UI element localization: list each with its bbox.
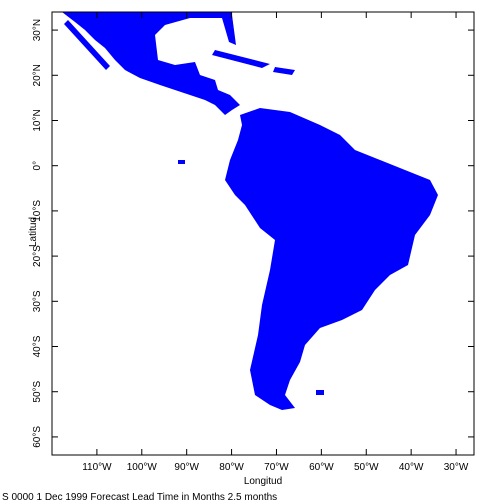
y-tick-label: 30°N xyxy=(32,19,43,41)
y-tick-label: 0° xyxy=(32,161,43,171)
baja-california xyxy=(64,20,110,70)
y-axis-label: Latitud xyxy=(28,217,39,247)
galapagos xyxy=(178,160,185,164)
y-tick-label: 60°S xyxy=(32,426,43,448)
x-axis-label: Longitud xyxy=(244,476,282,487)
x-tick-label: 70°W xyxy=(264,462,289,473)
y-tick-label: 30°S xyxy=(32,290,43,312)
falklands xyxy=(316,390,324,395)
y-tick-label: 20°N xyxy=(32,64,43,86)
x-tick-label: 100°W xyxy=(127,462,158,473)
caption: S 0000 1 Dec 1999 Forecast Lead Time in … xyxy=(2,492,277,503)
land xyxy=(62,12,438,410)
cuba xyxy=(212,50,270,68)
hispaniola xyxy=(273,67,295,75)
plot-frame xyxy=(51,11,475,456)
y-tick-label: 40°S xyxy=(32,335,43,357)
y-tick-label: 10°S xyxy=(32,200,43,222)
north-central-america xyxy=(62,12,240,115)
x-tick-label: 50°W xyxy=(354,462,379,473)
y-tick-label: 50°S xyxy=(32,380,43,402)
florida xyxy=(222,15,236,45)
x-tick-label: 60°W xyxy=(309,462,334,473)
x-tick-label: 80°W xyxy=(219,462,244,473)
y-tick-label: 20°S xyxy=(32,245,43,267)
x-tick-label: 90°W xyxy=(174,462,199,473)
x-tick-label: 30°W xyxy=(444,462,469,473)
y-tick-label: 10°N xyxy=(32,109,43,131)
x-tick-label: 40°W xyxy=(399,462,424,473)
south-america xyxy=(225,108,438,410)
x-tick-label: 110°W xyxy=(82,462,112,473)
